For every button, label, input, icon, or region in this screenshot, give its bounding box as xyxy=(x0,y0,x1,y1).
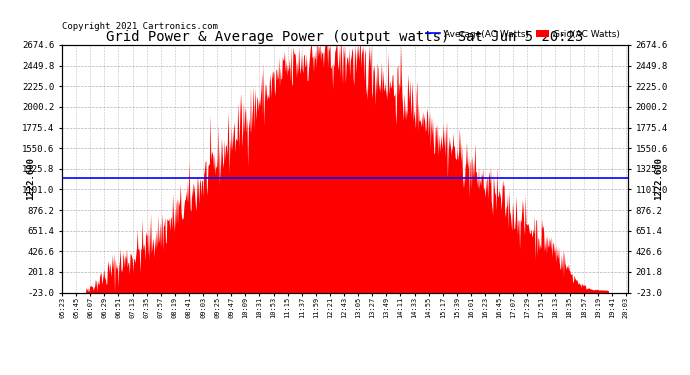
Text: 1222.600: 1222.600 xyxy=(655,157,664,200)
Text: 1222.600: 1222.600 xyxy=(26,157,35,200)
Title: Grid Power & Average Power (output watts) Sat Jun 5 20:23: Grid Power & Average Power (output watts… xyxy=(106,30,584,44)
Legend: Average(AC Watts), Grid(AC Watts): Average(AC Watts), Grid(AC Watts) xyxy=(423,26,623,42)
Text: Copyright 2021 Cartronics.com: Copyright 2021 Cartronics.com xyxy=(62,22,218,32)
